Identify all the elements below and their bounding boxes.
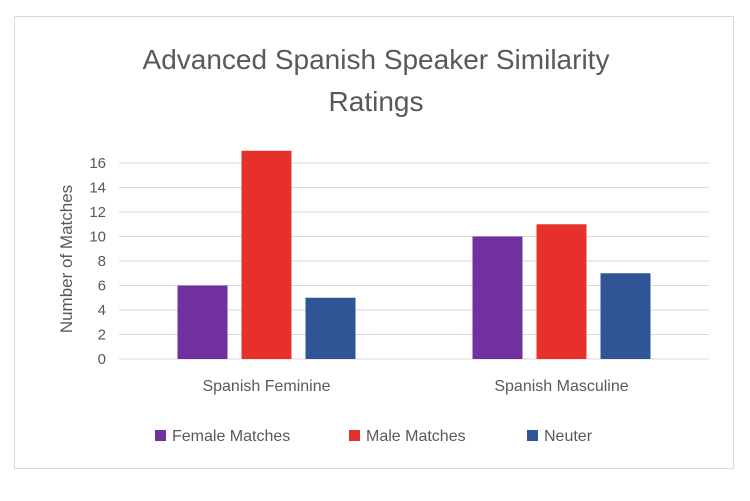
legend-label: Male Matches xyxy=(366,428,466,445)
y-tick-label: 10 xyxy=(89,229,106,246)
legend-label: Neuter xyxy=(544,428,593,445)
x-axis-categories: Spanish Feminine Spanish Masculine xyxy=(202,378,628,395)
legend: Female Matches Male Matches Neuter xyxy=(155,428,593,445)
y-tick-label: 8 xyxy=(98,253,106,270)
chart-title-line-2: Ratings xyxy=(329,86,424,117)
y-tick-label: 14 xyxy=(89,180,106,197)
y-tick-label: 4 xyxy=(98,302,106,319)
legend-swatch xyxy=(155,430,166,441)
legend-swatch xyxy=(349,430,360,441)
chart-container: Advanced Spanish Speaker Similarity Rati… xyxy=(14,16,734,469)
y-tick-label: 2 xyxy=(98,327,106,344)
legend-swatch xyxy=(527,430,538,441)
y-tick-label: 12 xyxy=(89,204,106,221)
y-tick-label: 0 xyxy=(98,351,106,368)
y-axis-ticks: 0 2 4 6 8 10 12 14 16 xyxy=(89,155,106,368)
bar xyxy=(472,236,523,359)
bar xyxy=(241,150,292,359)
bar xyxy=(536,224,587,359)
y-axis-label: Number of Matches xyxy=(57,185,76,333)
bars xyxy=(177,150,651,359)
x-category-label: Spanish Feminine xyxy=(202,378,330,395)
chart-title: Advanced Spanish Speaker Similarity Rati… xyxy=(143,44,610,117)
x-category-label: Spanish Masculine xyxy=(494,378,628,395)
bar xyxy=(600,273,651,359)
bar xyxy=(177,285,228,359)
y-tick-label: 16 xyxy=(89,155,106,172)
y-tick-label: 6 xyxy=(98,278,106,295)
bar xyxy=(305,297,356,359)
chart-title-line-1: Advanced Spanish Speaker Similarity xyxy=(143,44,610,75)
legend-label: Female Matches xyxy=(172,428,290,445)
